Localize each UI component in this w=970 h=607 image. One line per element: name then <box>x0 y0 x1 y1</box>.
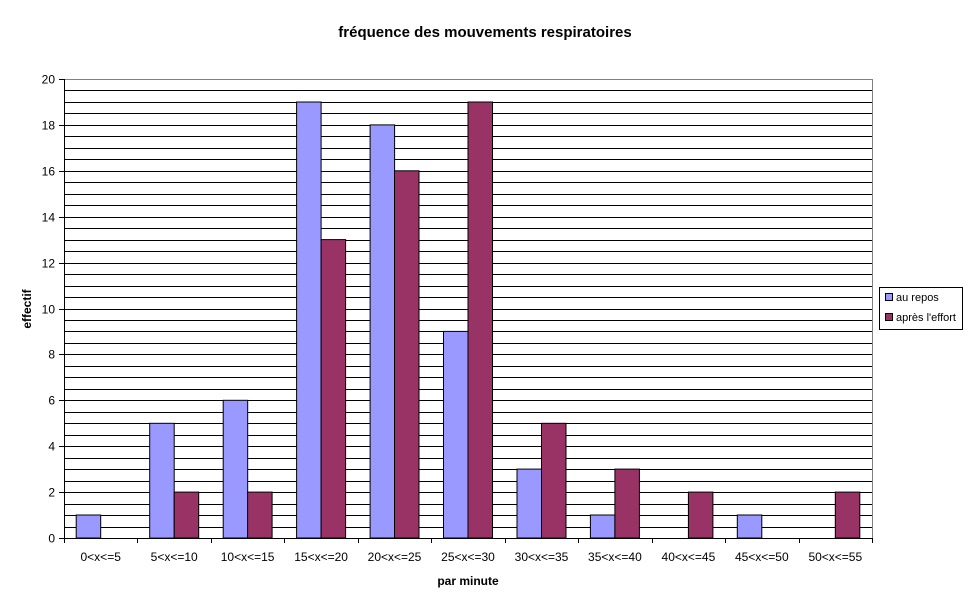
bar-au-repos-6 <box>516 468 542 539</box>
x-axis-title: par minute <box>437 574 499 588</box>
legend-swatch-apr-s-l-effort <box>885 313 893 321</box>
legend-label-apr-s-l-effort: après l'effort <box>896 312 956 324</box>
y-tick-label: 6 <box>48 394 55 408</box>
bar-au-repos-0 <box>75 514 102 539</box>
y-tick-label: 0 <box>48 532 55 546</box>
bar-au-repos-9 <box>736 514 763 539</box>
bar-apr-s-l-effort-8 <box>687 491 714 539</box>
bar-apr-s-l-effort-6 <box>541 422 567 539</box>
x-tick-label: 40<x<=45 <box>662 550 716 564</box>
bar-apr-s-l-effort-3 <box>320 239 347 539</box>
chart-title: fréquence des mouvements respiratoires <box>338 24 631 41</box>
x-tick-label: 10<x<=15 <box>221 550 275 564</box>
bar-apr-s-l-effort-5 <box>467 101 493 539</box>
y-tick-label: 2 <box>48 486 55 500</box>
legend-box <box>879 287 963 330</box>
legend: au repos après l'effort <box>879 287 963 330</box>
bar-au-repos-2 <box>222 399 249 539</box>
y-tick-labels: 0 2 4 6 8 10 12 14 16 18 20 <box>42 73 56 546</box>
legend-swatch-au-repos <box>885 293 893 301</box>
y-tick-label: 8 <box>48 348 55 362</box>
y-tick-label: 18 <box>42 119 56 133</box>
x-tick-label: 50<x<=55 <box>808 550 862 564</box>
bar-au-repos-1 <box>149 422 175 539</box>
x-tick-label: 25<x<=30 <box>441 550 495 564</box>
axes <box>59 79 873 543</box>
x-tick-label: 20<x<=25 <box>368 550 422 564</box>
x-tick-label: 0<x<=5 <box>81 550 122 564</box>
x-tick-label: 45<x<=50 <box>735 550 789 564</box>
bar-apr-s-l-effort-4 <box>394 170 420 539</box>
bar-au-repos-4 <box>369 124 396 539</box>
x-tick-labels: 0<x<=5 5<x<=10 10<x<=15 15<x<=20 20<x<=25 25<… <box>81 550 863 564</box>
y-tick-label: 12 <box>42 257 56 271</box>
bar-au-repos-5 <box>443 330 469 539</box>
bar-apr-s-l-effort-10 <box>834 491 861 539</box>
x-tick-label: 15<x<=20 <box>294 550 348 564</box>
y-tick-label: 4 <box>48 440 55 454</box>
x-tick-label: 5<x<=10 <box>151 550 198 564</box>
y-axis-title: effectif <box>20 288 34 328</box>
y-tick-label: 14 <box>42 211 56 225</box>
y-tick-label: 16 <box>42 165 56 179</box>
bar-apr-s-l-effort-2 <box>247 491 273 539</box>
bar-au-repos-7 <box>589 514 616 539</box>
legend-label-au-repos: au repos <box>896 292 939 304</box>
bar-apr-s-l-effort-7 <box>614 468 640 539</box>
x-tick-label: 30<x<=35 <box>515 550 569 564</box>
bar-au-repos-3 <box>296 101 322 539</box>
y-tick-label: 20 <box>42 73 56 87</box>
y-tick-label: 10 <box>42 303 56 317</box>
bar-apr-s-l-effort-1 <box>173 491 200 539</box>
x-tick-label: 35<x<=40 <box>588 550 642 564</box>
